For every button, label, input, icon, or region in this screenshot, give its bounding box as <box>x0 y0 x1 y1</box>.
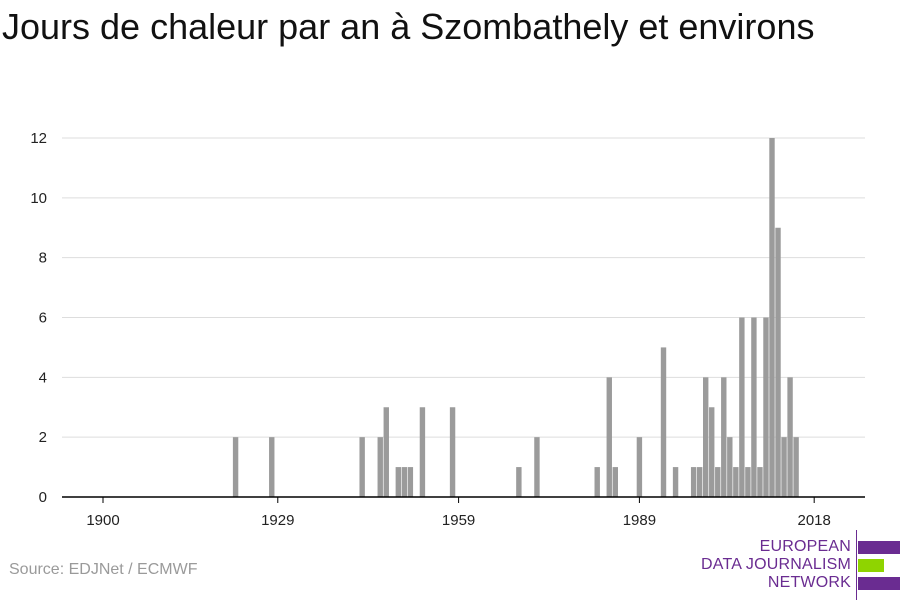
logo-bar-bottom <box>858 577 900 590</box>
bar <box>715 467 721 497</box>
bar <box>534 437 540 497</box>
bar <box>407 467 414 497</box>
logo-bar-middle <box>858 559 884 572</box>
bar <box>359 437 365 497</box>
x-tick-label: 1959 <box>442 512 475 529</box>
bar <box>594 467 600 497</box>
y-tick-label: 2 <box>39 429 47 446</box>
bar <box>232 437 239 497</box>
bars <box>232 138 799 497</box>
logo-bar-top <box>858 541 900 554</box>
bar <box>660 347 667 497</box>
bar <box>769 138 775 497</box>
logo-text-network: NETWORK <box>767 574 851 591</box>
y-tick-label: 0 <box>39 489 47 506</box>
bar <box>781 437 787 497</box>
gridlines <box>62 137 865 438</box>
bar <box>516 467 522 497</box>
bar <box>739 317 745 497</box>
bar <box>377 437 383 497</box>
logo-divider <box>856 530 857 600</box>
x-tick-label: 2018 <box>797 512 830 529</box>
y-tick-label: 10 <box>30 190 47 207</box>
bar <box>612 467 618 497</box>
axes: 0 2 4 6 8 10 12 1900 1929 1959 1989 2018 <box>30 130 865 529</box>
chart-title: Jours de chaleur par an à Szombathely et… <box>2 6 815 47</box>
bar <box>787 377 793 497</box>
bar <box>269 437 275 497</box>
bar <box>636 437 643 497</box>
bar <box>775 227 781 497</box>
y-tick-label: 6 <box>39 310 47 327</box>
y-tick-label: 8 <box>39 250 47 267</box>
bar <box>727 437 733 497</box>
bar <box>395 467 402 497</box>
bar <box>757 467 763 497</box>
source-note: Source: EDJNet / ECMWF <box>9 561 198 578</box>
bar <box>690 467 697 497</box>
bar <box>751 317 757 497</box>
x-tick-label: 1989 <box>623 512 656 529</box>
bar <box>606 377 612 497</box>
bar <box>703 377 709 497</box>
bar <box>745 467 751 497</box>
bar <box>672 467 679 497</box>
x-tick-label: 1900 <box>86 512 119 529</box>
bar <box>793 437 799 497</box>
bar <box>419 407 426 497</box>
y-tick-label: 4 <box>39 369 47 386</box>
bar <box>709 407 715 497</box>
bar <box>721 377 727 497</box>
logo-text-data-journalism: DATA JOURNALISM <box>701 556 851 573</box>
bar <box>383 407 389 497</box>
y-tick-label: 12 <box>30 130 47 147</box>
bar <box>733 467 739 497</box>
logo-text-european: EUROPEAN <box>759 538 851 555</box>
bar <box>401 467 408 497</box>
bar <box>763 317 769 497</box>
bar <box>449 407 456 497</box>
x-tick-label: 1929 <box>261 512 294 529</box>
edjnet-logo: EUROPEAN DATA JOURNALISM NETWORK <box>700 530 900 600</box>
bar <box>696 467 703 497</box>
